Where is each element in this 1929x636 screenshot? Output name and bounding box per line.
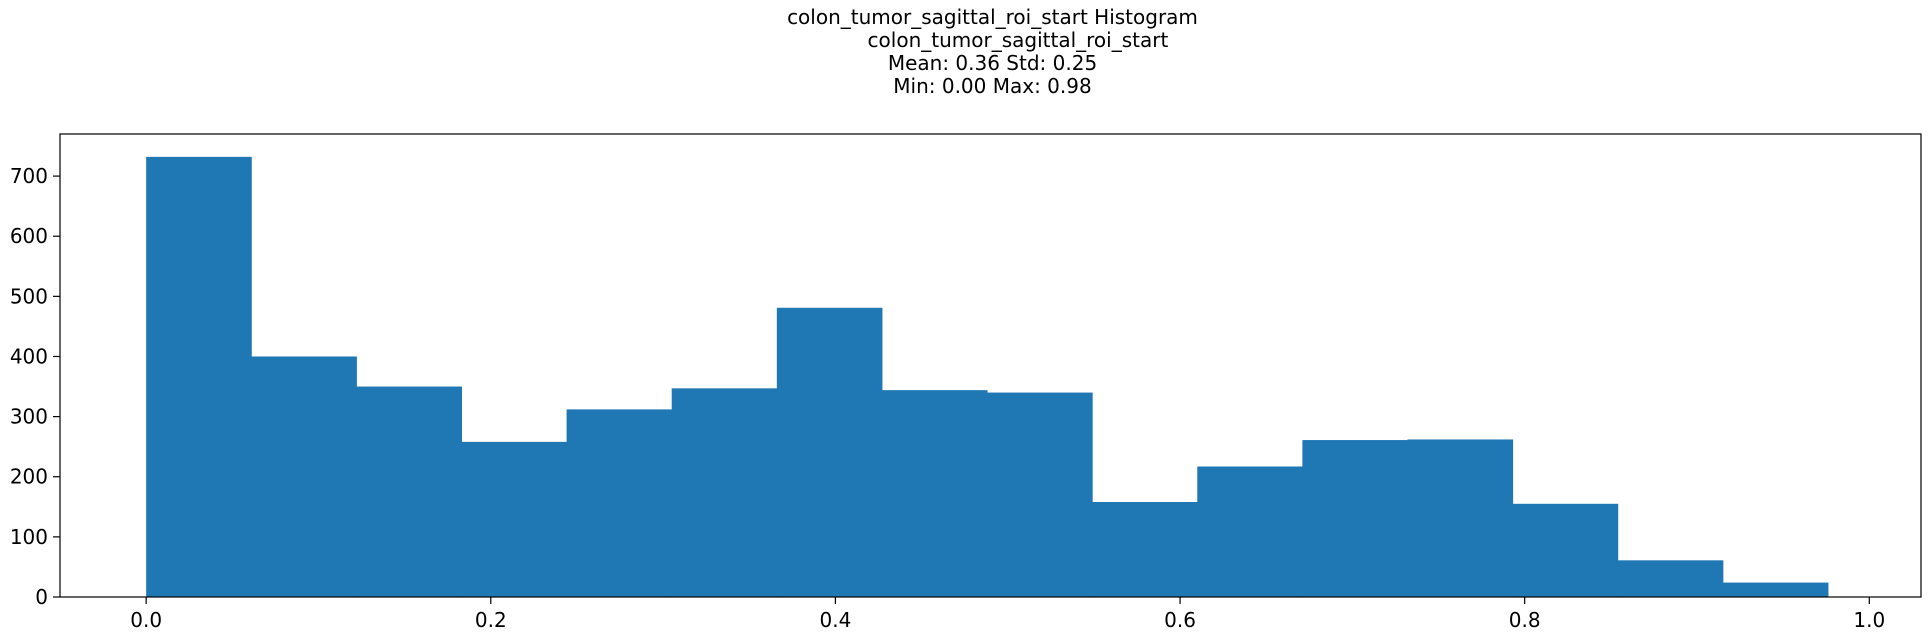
y-tick-label: 0 (35, 585, 48, 609)
histogram-bar (1722, 582, 1829, 597)
plot-frame (59, 133, 1922, 598)
histogram-bar (251, 356, 357, 597)
y-tick-label: 700 (10, 164, 48, 188)
histogram-bar (461, 441, 568, 597)
x-tick-label: 0.0 (130, 608, 162, 632)
y-tick-label: 100 (10, 525, 48, 549)
x-tick-label: 0.6 (1164, 608, 1196, 632)
histogram-bar (1617, 560, 1724, 597)
title-line-3: Mean: 0.36 Std: 0.25 (887, 51, 1098, 75)
histogram-bar (1512, 503, 1619, 597)
histogram-bar (356, 386, 462, 597)
y-tick-label: 500 (10, 284, 48, 308)
y-tick-label: 600 (10, 224, 48, 248)
histogram-bar (987, 392, 1093, 597)
x-tick-label: 1.0 (1853, 608, 1885, 632)
x-axis: 0.0 0.2 0.4 0.6 0.8 1.0 (130, 597, 1885, 632)
histogram-bar (671, 388, 778, 597)
histogram-bar (1407, 439, 1514, 597)
chart-title: colon_tumor_sagittal_roi_start Histogram… (0, 6, 1929, 98)
histogram-bar (146, 156, 252, 597)
title-line-2: colon_tumor_sagittal_roi_start (816, 28, 1169, 52)
histogram-bar (881, 390, 988, 597)
y-tick-label: 400 (10, 344, 48, 368)
histogram-bar (1092, 501, 1198, 597)
x-tick-label: 0.4 (820, 608, 852, 632)
y-tick-label: 300 (10, 405, 48, 429)
title-line-1: colon_tumor_sagittal_roi_start Histogram (787, 5, 1198, 29)
y-axis: 0 100 200 300 400 500 600 700 (10, 164, 60, 609)
y-tick-label: 200 (10, 465, 48, 489)
histogram-bar (1197, 466, 1303, 597)
bars-group (146, 156, 1829, 597)
histogram-bar (776, 307, 883, 597)
x-tick-label: 0.2 (475, 608, 507, 632)
histogram-bar (566, 409, 673, 597)
title-line-4: Min: 0.00 Max: 0.98 (893, 74, 1092, 98)
histogram-bar (1302, 440, 1409, 597)
x-tick-label: 0.8 (1509, 608, 1541, 632)
